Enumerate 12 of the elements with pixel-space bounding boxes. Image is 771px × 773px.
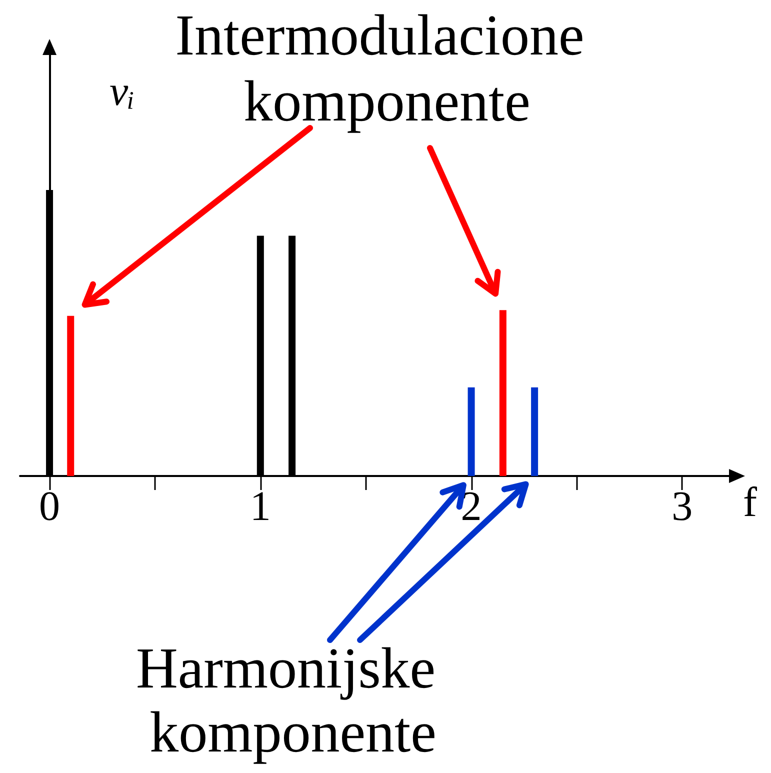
bar (531, 387, 538, 476)
y-axis-title: vᵢ (110, 69, 135, 115)
x-tick-label: 3 (672, 484, 693, 530)
x-tick-label: 1 (250, 484, 271, 530)
text: Intermodulacione komponente (175, 2, 599, 134)
x-tick-label: 2 (460, 484, 482, 530)
x-tick-label: 0 (39, 484, 60, 530)
text: Harmonijske komponente (136, 636, 450, 764)
bar (468, 387, 475, 476)
x-axis-title: f (743, 480, 757, 526)
bar (499, 310, 506, 476)
bar (67, 316, 74, 476)
